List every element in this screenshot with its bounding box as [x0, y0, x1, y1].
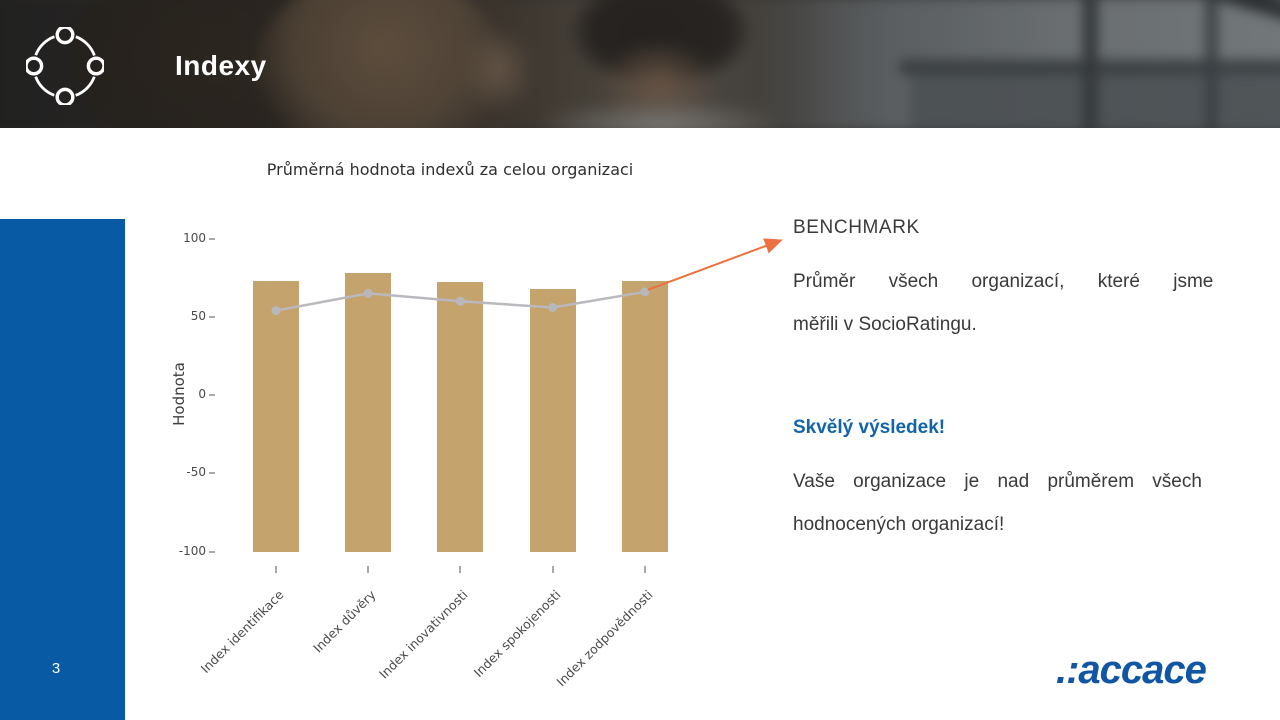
benchmark-description-line: měřili v SocioRatingu.	[793, 314, 977, 335]
x-tick-mark	[459, 566, 462, 573]
result-text-line: Vaše organizace je nad průměrem všech	[793, 471, 1202, 492]
y-tick-label: -50	[186, 465, 206, 480]
chart-title: Průměrná hodnota indexů za celou organiz…	[266, 160, 634, 179]
x-tick-mark	[643, 566, 646, 573]
bar	[621, 280, 668, 552]
result-text-line: hodnocených organizací!	[793, 514, 1005, 535]
y-tick-mark	[209, 237, 215, 240]
bar	[529, 288, 576, 552]
benchmark-description: Průměr všech organizací, které jsme měři…	[793, 260, 1249, 346]
y-tick-mark	[209, 472, 215, 475]
page-number: 3	[51, 660, 61, 677]
y-tick-mark	[209, 394, 215, 397]
bar	[253, 280, 299, 552]
x-tick-mark	[367, 566, 370, 573]
page-title: Indexy	[175, 50, 267, 81]
benchmark-description-line: Průměr všech organizací, které jsme	[793, 271, 1214, 292]
x-tick-mark	[551, 566, 554, 573]
header-dark-overlay	[0, 0, 1280, 128]
accace-logo: .:accace	[1056, 648, 1207, 692]
y-tick-label: 100	[183, 230, 206, 245]
y-tick-label: 0	[198, 387, 206, 402]
sidebar-accent-bar	[0, 219, 125, 720]
bar	[437, 282, 484, 552]
result-text: Vaše organizace je nad průměrem všech ho…	[793, 460, 1249, 546]
y-tick-mark	[209, 550, 215, 553]
x-tick-mark	[275, 566, 277, 573]
bar	[345, 273, 392, 552]
result-heading: Skvělý výsledek!	[793, 417, 946, 438]
y-tick-label: -100	[178, 543, 206, 558]
x-axis-label: Index zodpovědnosti	[553, 587, 656, 690]
benchmark-heading: BENCHMARK	[793, 217, 920, 238]
y-tick-mark	[209, 315, 215, 318]
header-banner: Indexy	[0, 0, 1280, 128]
y-tick-label: 50	[190, 308, 206, 323]
network-circles-icon	[26, 27, 104, 105]
